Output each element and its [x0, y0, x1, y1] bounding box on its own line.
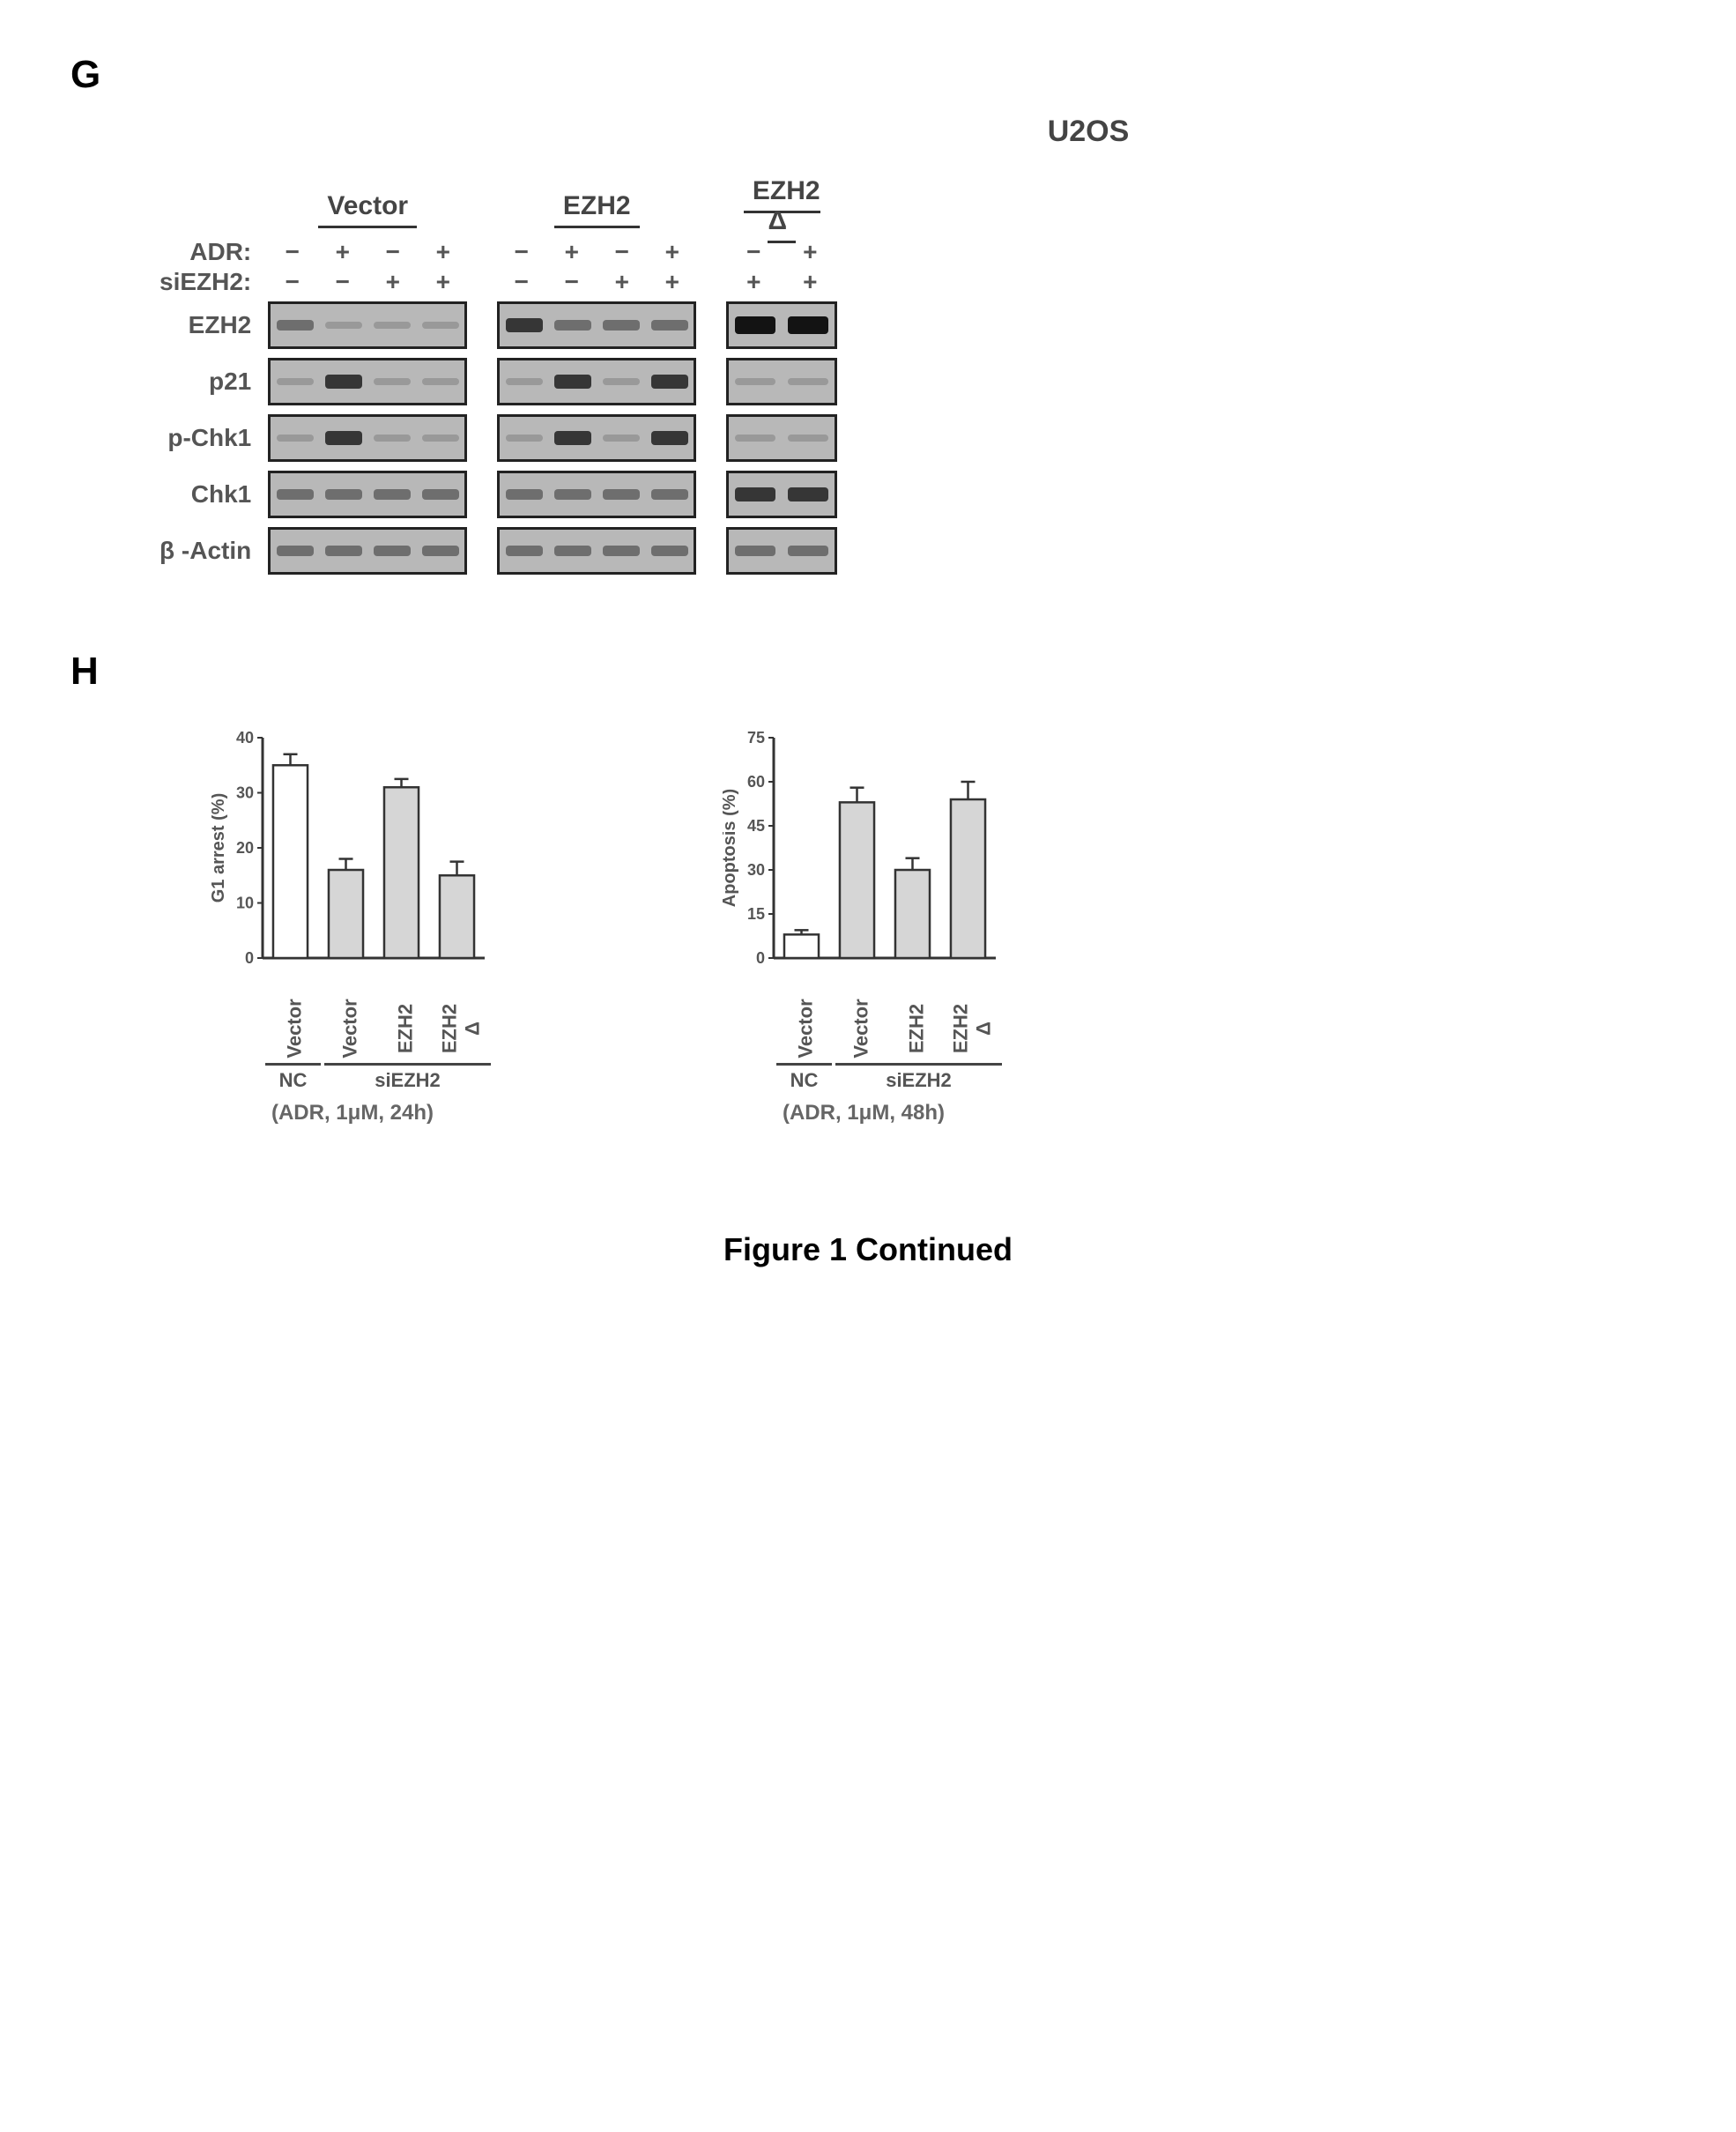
svg-text:10: 10: [236, 895, 254, 912]
blot-band-block: [726, 414, 837, 462]
x-category-label: EZH2 Δ: [422, 1001, 501, 1057]
treatment-symbol: −: [496, 267, 546, 297]
treatment-row-label: siEZH2:: [159, 267, 267, 297]
treatment-symbol: +: [546, 237, 597, 267]
svg-text:20: 20: [236, 839, 254, 857]
blot-band-block: [726, 471, 837, 518]
svg-text:30: 30: [236, 784, 254, 802]
treatment-symbol: −: [597, 237, 647, 267]
treatment-symbol: +: [782, 267, 838, 297]
blot-band-block: [268, 414, 467, 462]
x-group-label: siEZH2: [835, 1063, 1002, 1092]
panel-g: U2OS VectorEZH2EZH2 ΔADR:−+−+−+−+−+siEZH…: [159, 115, 1666, 579]
x-group-label: NC: [776, 1063, 832, 1092]
treatment-symbol: +: [367, 267, 418, 297]
treatment-symbol: +: [317, 237, 367, 267]
protein-row-label: Chk1: [159, 466, 267, 523]
treatment-row-label: ADR:: [159, 237, 267, 267]
treatment-symbol: +: [597, 267, 647, 297]
treatment-symbol: +: [418, 237, 468, 267]
panel-g-title: U2OS: [511, 115, 1666, 149]
x-group-label: siEZH2: [324, 1063, 491, 1092]
blot-band-block: [268, 471, 467, 518]
svg-text:0: 0: [756, 949, 765, 967]
treatment-symbol: −: [496, 237, 546, 267]
blot-band-block: [726, 301, 837, 349]
svg-text:60: 60: [747, 773, 765, 791]
svg-text:0: 0: [245, 949, 254, 967]
svg-text:30: 30: [747, 861, 765, 879]
x-category-label: EZH2 Δ: [933, 1001, 1013, 1057]
svg-text:Apoptosis (%): Apoptosis (%): [723, 789, 739, 907]
treatment-symbol: +: [418, 267, 468, 297]
svg-text:75: 75: [747, 729, 765, 747]
blot-band-block: [268, 527, 467, 575]
blot-band-block: [497, 358, 696, 405]
treatment-symbol: −: [367, 237, 418, 267]
figure-caption: Figure 1 Continued: [70, 1231, 1666, 1268]
panel-h-label: H: [70, 650, 1666, 694]
bar-chart: 01530456075Apoptosis (%)VectorVectorEZH2…: [723, 729, 1005, 1125]
blot-band-block: [497, 471, 696, 518]
blot-band-block: [497, 527, 696, 575]
svg-text:45: 45: [747, 817, 765, 835]
chart-subcaption: (ADR, 1μM, 48h): [783, 1101, 945, 1125]
chart-subcaption: (ADR, 1μM, 24h): [271, 1101, 434, 1125]
protein-row-label: p-Chk1: [159, 410, 267, 466]
svg-text:40: 40: [236, 729, 254, 747]
western-blot-table: VectorEZH2EZH2 ΔADR:−+−+−+−+−+siEZH2:−−+…: [159, 175, 838, 579]
treatment-symbol: +: [725, 267, 782, 297]
panel-g-label: G: [70, 53, 1666, 97]
column-group-header: EZH2 Δ: [744, 176, 820, 243]
svg-text:G1 arrest (%): G1 arrest (%): [211, 793, 228, 903]
blot-band-block: [726, 527, 837, 575]
blot-band-block: [497, 301, 696, 349]
blot-band-block: [726, 358, 837, 405]
blot-band-block: [268, 301, 467, 349]
treatment-symbol: −: [267, 267, 317, 297]
blot-band-block: [268, 358, 467, 405]
protein-row-label: β -Actin: [159, 523, 267, 579]
x-group-label: NC: [265, 1063, 321, 1092]
treatment-symbol: +: [647, 237, 697, 267]
protein-row-label: p21: [159, 353, 267, 410]
bar-chart: 010203040G1 arrest (%)VectorVectorEZH2EZ…: [211, 729, 493, 1125]
treatment-symbol: −: [546, 267, 597, 297]
protein-row-label: EZH2: [159, 297, 267, 353]
blot-band-block: [497, 414, 696, 462]
treatment-symbol: −: [267, 237, 317, 267]
treatment-symbol: +: [647, 267, 697, 297]
treatment-symbol: −: [317, 267, 367, 297]
panel-h: 010203040G1 arrest (%)VectorVectorEZH2EZ…: [159, 729, 1666, 1125]
column-group-header: Vector: [318, 191, 417, 228]
svg-text:15: 15: [747, 905, 765, 923]
column-group-header: EZH2: [554, 191, 640, 228]
